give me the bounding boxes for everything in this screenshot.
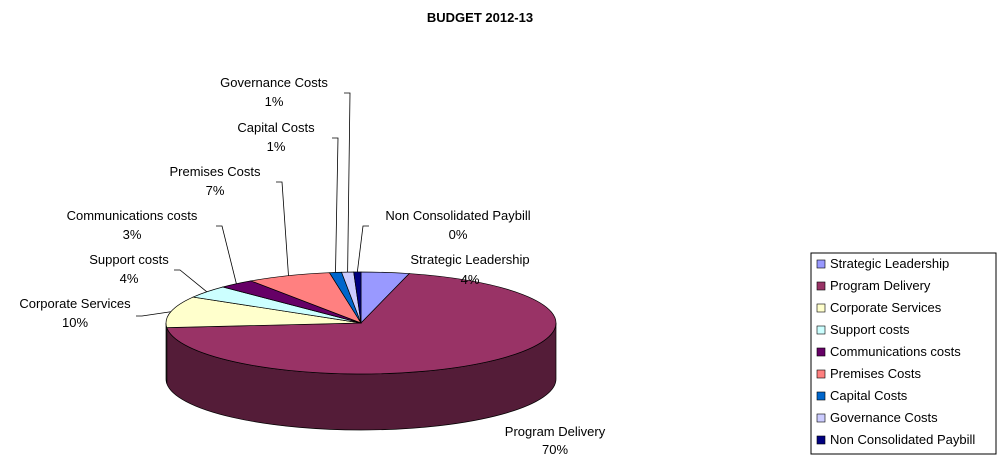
legend: Strategic Leadership Program Delivery Co… (810, 252, 997, 455)
leader-line-communications-costs (216, 225, 237, 284)
pie-slice-program-delivery (166, 273, 557, 375)
pie-slice-non-consolidated-paybill (353, 271, 362, 324)
legend-label-premises-costs: Premises Costs (830, 366, 922, 381)
legend-label-non-consolidated-paybill: Non Consolidated Paybill (830, 432, 975, 447)
data-labels: Strategic Leadership 4% Program Delivery… (19, 75, 605, 455)
legend-swatch-communications-costs (816, 347, 826, 357)
leader-lines (136, 92, 369, 317)
legend-label-capital-costs: Capital Costs (830, 388, 908, 403)
legend-label-strategic-leadership: Strategic Leadership (830, 256, 949, 271)
leader-line-non-consolidated-paybill (356, 225, 369, 273)
legend-label-governance-costs: Governance Costs (830, 410, 938, 425)
chart-title: BUDGET 2012-13 (427, 10, 533, 25)
label-value-program-delivery: 70% (542, 442, 568, 455)
label-value-communications-costs: 3% (123, 227, 142, 242)
leader-line-capital-costs (332, 137, 339, 273)
label-name-strategic-leadership: Strategic Leadership (410, 252, 529, 267)
label-value-strategic-leadership: 4% (461, 272, 480, 287)
legend-label-program-delivery: Program Delivery (830, 278, 931, 293)
legend-swatch-governance-costs (816, 413, 826, 423)
label-value-governance-costs: 1% (265, 94, 284, 109)
legend-swatch-support-costs (816, 325, 826, 335)
legend-swatch-non-consolidated-paybill (816, 435, 826, 445)
label-name-communications-costs: Communications costs (67, 208, 198, 223)
legend-swatch-capital-costs (816, 391, 826, 401)
legend-label-communications-costs: Communications costs (830, 344, 961, 359)
legend-label-support-costs: Support costs (830, 322, 910, 337)
legend-swatch-premises-costs (816, 369, 826, 379)
pie-slice-corporate-services (165, 296, 362, 328)
label-value-support-costs: 4% (120, 271, 139, 286)
leader-line-corporate-services (136, 311, 171, 317)
legend-swatch-strategic-leadership (816, 259, 826, 269)
pie-side-corporate-services (165, 322, 168, 384)
leader-line-premises-costs (276, 181, 289, 276)
pie-top (165, 271, 557, 375)
leader-line-support-costs (174, 269, 208, 293)
legend-swatch-corporate-services (816, 303, 826, 313)
legend-swatch-program-delivery (816, 281, 826, 291)
label-name-capital-costs: Capital Costs (237, 120, 315, 135)
label-value-corporate-services: 10% (62, 315, 88, 330)
legend-label-corporate-services: Corporate Services (830, 300, 942, 315)
label-value-premises-costs: 7% (206, 183, 225, 198)
label-value-capital-costs: 1% (267, 139, 286, 154)
leader-line-governance-costs (344, 92, 351, 273)
legend-box (810, 252, 997, 455)
label-name-non-consolidated-paybill: Non Consolidated Paybill (385, 208, 530, 223)
label-name-governance-costs: Governance Costs (220, 75, 328, 90)
label-name-program-delivery: Program Delivery (505, 424, 606, 439)
label-name-premises-costs: Premises Costs (169, 164, 261, 179)
label-value-non-consolidated-paybill: 0% (449, 227, 468, 242)
label-name-support-costs: Support costs (89, 252, 169, 267)
label-name-corporate-services: Corporate Services (19, 296, 131, 311)
